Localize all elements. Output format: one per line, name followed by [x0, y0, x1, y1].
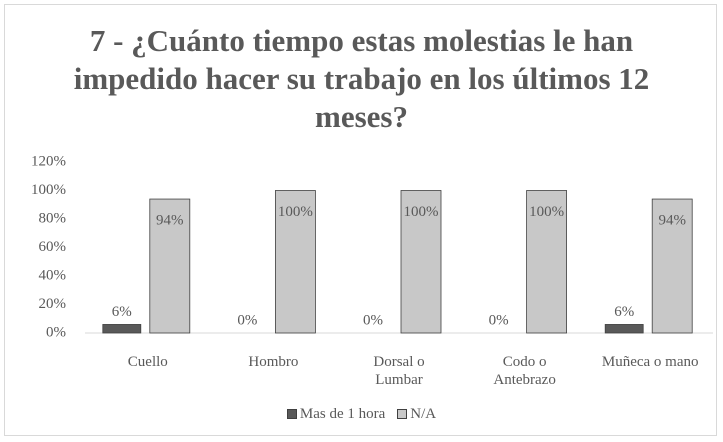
x-tick-label: Codo o Antebrazo	[493, 354, 556, 388]
data-label: 0%	[237, 312, 257, 328]
data-label: 6%	[112, 304, 132, 320]
x-tick-label: Hombro	[248, 354, 299, 370]
data-label: 6%	[614, 304, 634, 320]
legend-label: Mas de 1 hora	[299, 406, 386, 422]
data-label: 100%	[278, 204, 313, 220]
data-label: 0%	[363, 312, 383, 328]
data-label: 100%	[529, 204, 564, 220]
legend-label: N/A	[410, 406, 437, 422]
bar	[149, 198, 191, 334]
y-tick-label: 20%	[39, 296, 67, 312]
data-label: 100%	[404, 204, 439, 220]
data-label: 0%	[489, 312, 509, 328]
chart-title: 7 - ¿Cuánto tiempo estas molestias le ha…	[73, 23, 650, 134]
legend-item: N/A	[397, 406, 436, 423]
bar	[604, 324, 644, 334]
bar	[274, 190, 316, 334]
legend-swatch	[397, 409, 408, 419]
data-label: 94%	[658, 212, 686, 228]
y-tick-label: 60%	[39, 239, 67, 255]
legend: Mas de 1 hora N/A	[0, 406, 723, 423]
bar	[651, 198, 693, 334]
data-label: 94%	[156, 212, 184, 228]
x-tick-label: Cuello	[127, 354, 168, 370]
y-tick-label: 80%	[39, 210, 67, 226]
x-tick-label: Dorsal o Lumbar	[373, 354, 425, 388]
bar	[526, 190, 567, 334]
y-tick-label: 0%	[46, 324, 66, 340]
bar	[400, 190, 442, 334]
bar	[102, 324, 142, 334]
x-tick-label: Muñeca o mano	[601, 354, 699, 370]
legend-swatch	[286, 409, 297, 419]
chart-frame	[4, 4, 717, 436]
y-tick-label: 120%	[31, 153, 66, 169]
y-tick-label: 100%	[31, 182, 66, 198]
legend-item: Mas de 1 hora	[286, 406, 386, 423]
y-tick-label: 40%	[39, 267, 67, 283]
